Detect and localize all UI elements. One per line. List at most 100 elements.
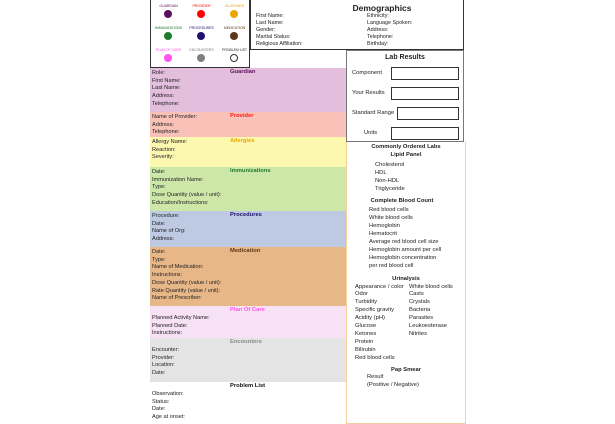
- lipid-list: Cholesterol HDL Non-HDL Triglyceride: [347, 162, 465, 194]
- lab-item: (Positive / Negative): [367, 382, 419, 389]
- demographics-field: Last Name:: [256, 20, 284, 26]
- demographics-field: Religious Affiliation:: [256, 41, 303, 47]
- legend-dot-icon: [164, 10, 172, 18]
- section-title: Problem List: [230, 383, 266, 389]
- lab-item: Turbidity: [355, 299, 378, 306]
- lab-item: Glucose: [355, 323, 377, 330]
- field-label: Location:: [152, 362, 175, 369]
- urinalysis-title: Urinalysis: [392, 275, 420, 282]
- lab-results-title: Lab Results: [385, 54, 425, 61]
- field-label: Name of Provider:: [152, 114, 198, 120]
- field-label: Allergy Name:: [152, 139, 188, 145]
- section-procedures: Procedures Procedure: Date: Name of Org: Add…: [150, 211, 347, 247]
- urinalysis-lists: Appearance / color Odor Turbidity Specific …: [347, 284, 465, 363]
- lab-field-label: Component: [352, 70, 382, 76]
- demographics-title: Demographics: [352, 3, 412, 13]
- field-label: Encounter:: [152, 347, 180, 353]
- demographics-field: First Name:: [256, 13, 284, 19]
- legend-label: PROCEDURES: [189, 26, 214, 30]
- lab-item: Crystals: [409, 299, 430, 306]
- field-label: Telephone:: [152, 100, 180, 107]
- lipid-title: Lipid Panel: [390, 151, 422, 158]
- demographics-right-fields: Ethnicity: Language Spoken: Address: Teleph…: [367, 13, 412, 48]
- field-label: Procedure:: [152, 213, 180, 219]
- section-title: Immunizations: [230, 168, 271, 174]
- field-label: Address:: [152, 236, 175, 243]
- lab-field-label: Units: [364, 130, 378, 136]
- lab-your-results-input[interactable]: [391, 87, 459, 100]
- field-label: Immunization Name:: [152, 176, 204, 183]
- lab-item: Hemoglobin amount per cell: [369, 246, 442, 253]
- field-label: Name of Medication:: [152, 264, 204, 271]
- urinalysis-col1: Appearance / color Odor Turbidity Specific …: [347, 284, 409, 363]
- legend-dot-icon: [230, 10, 238, 18]
- demographics-left-fields: First Name: Last Name: Gender: Martial Stat…: [256, 13, 303, 48]
- demographics-field: Birthday:: [367, 41, 389, 47]
- field-label: Instructions:: [152, 330, 183, 337]
- field-label: Planned Activity Name:: [152, 315, 210, 321]
- legend-dot-icon: [230, 32, 238, 40]
- field-label: Severity:: [152, 154, 174, 161]
- legend-dot-icon: [197, 54, 205, 62]
- legend-label: PLAN OF CARE: [155, 48, 182, 52]
- legend-label: PROVIDER: [192, 4, 211, 8]
- legend-label: GUARDIAN: [159, 4, 178, 8]
- section-title: Procedures: [230, 212, 262, 218]
- color-legend: GUARDIAN PROVIDER ALLERGIES IMMUNIZATIONS PR…: [150, 0, 250, 68]
- section-immunizations: Immunizations Date: Immunization Name: Type…: [150, 167, 347, 211]
- lab-item: Red blood cells: [369, 207, 409, 214]
- section-title: Guardian: [230, 69, 256, 75]
- section-guardian: Guardian Role: First Name: Last Name: Addres…: [150, 68, 347, 112]
- common-labs-panel: Commonly Ordered Labs Lipid Panel Choles…: [346, 142, 466, 424]
- demographics-panel: Demographics First Name: Last Name: Gender…: [250, 0, 464, 50]
- pap-list: Result (Positive / Negative): [347, 374, 465, 390]
- section-plan-of-care: Plan Of Care Planned Activity Name: Planne…: [150, 306, 347, 338]
- lab-item: Result: [367, 374, 384, 381]
- demographics-field: Language Spoken:: [367, 20, 413, 26]
- field-label: Date:: [152, 169, 166, 175]
- cbc-list: Red blood cells White blood cells Hemoglob…: [347, 207, 465, 270]
- lab-item: HDL: [375, 169, 387, 176]
- lab-item: Nitrites: [409, 330, 428, 337]
- lab-item: Acidity (pH): [355, 315, 385, 322]
- section-title: Encounters: [230, 339, 262, 345]
- lab-item: Protein: [355, 338, 374, 345]
- lab-units-input[interactable]: [391, 127, 459, 140]
- field-label: Dose Quantity (value / unit):: [152, 279, 222, 286]
- lab-item: Hematocrit: [369, 231, 398, 238]
- section-title: Allergies: [230, 138, 255, 144]
- field-label: Dose Quantity (value / unit):: [152, 192, 222, 199]
- legend-dot-icon: [164, 32, 172, 40]
- section-title: Provider: [230, 113, 254, 119]
- legend-label: MEDICATION: [223, 26, 246, 30]
- lab-item: Odor: [355, 291, 368, 298]
- legend-dot-icon: [230, 54, 238, 62]
- cbc-title: Complete Blood Count: [370, 198, 434, 205]
- pap-title: Pap Smear: [391, 366, 421, 373]
- field-label: Reaction:: [152, 146, 176, 153]
- lab-results-panel: Lab Results Component Your Results Standar…: [346, 50, 464, 142]
- lab-item: Appearance / color: [355, 283, 404, 290]
- lab-field-label: Standard Range: [352, 110, 395, 116]
- legend-label: ENCOUNTERS: [189, 48, 214, 52]
- lab-item: Red blood cells: [355, 354, 395, 361]
- lab-item: per red blood cell: [369, 262, 414, 269]
- section-allergies: Allergies Allergy Name: Reaction: Severity:: [150, 137, 347, 167]
- lab-item: Bacteria: [409, 307, 431, 314]
- lab-item: White blood cells: [409, 283, 453, 290]
- field-label: Address:: [152, 93, 175, 100]
- lab-item: Ketones: [355, 330, 377, 337]
- lab-component-input[interactable]: [391, 67, 459, 80]
- lab-item: Specific gravity: [355, 307, 394, 314]
- legend-dot-icon: [164, 54, 172, 62]
- field-label: Date:: [152, 406, 166, 413]
- lab-standard-range-input[interactable]: [397, 107, 459, 120]
- legend-label: PROBLEM LIST: [222, 48, 247, 52]
- lab-item: Non-HDL: [375, 177, 400, 184]
- field-label: Name of Org:: [152, 228, 186, 235]
- common-labs-title: Commonly Ordered Labs: [371, 144, 441, 150]
- section-title: Medication: [230, 248, 261, 254]
- section-provider: Provider Name of Provider: Address: Telepho…: [150, 112, 347, 137]
- demographics-field: Telephone:: [367, 34, 394, 40]
- field-label: Role:: [152, 70, 166, 76]
